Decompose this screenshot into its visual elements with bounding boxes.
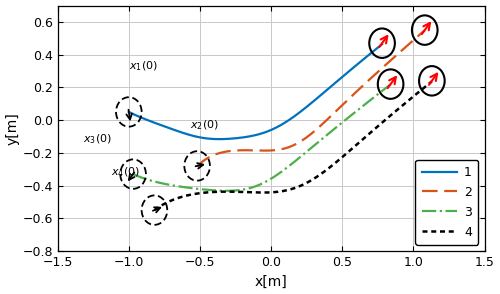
Text: $x_2(0)$: $x_2(0)$: [190, 118, 218, 131]
4: [403, 101, 409, 104]
Line: 4: 4: [154, 81, 432, 210]
3: [288, 162, 294, 166]
X-axis label: x[m]: x[m]: [254, 274, 288, 288]
1: [278, 123, 283, 127]
4: [152, 208, 158, 211]
Line: 1: 1: [129, 44, 382, 139]
4: [316, 173, 322, 177]
1: [379, 42, 385, 46]
3: [284, 166, 290, 170]
2: [334, 109, 340, 113]
Legend: 1, 2, 3, 4: 1, 2, 3, 4: [416, 160, 478, 245]
4: [429, 80, 435, 83]
Text: $x_1(0)$: $x_1(0)$: [128, 59, 158, 73]
1: [340, 74, 346, 78]
3: [364, 101, 370, 104]
2: [329, 113, 335, 117]
2: [194, 165, 200, 168]
3: [284, 166, 290, 169]
1: [276, 124, 282, 128]
3: [388, 83, 394, 86]
1: [126, 111, 132, 114]
4: [152, 208, 158, 212]
3: [131, 173, 137, 176]
Y-axis label: y[m]: y[m]: [6, 112, 20, 145]
Line: 2: 2: [197, 30, 425, 166]
1: [356, 61, 362, 65]
2: [330, 113, 336, 116]
Line: 3: 3: [133, 84, 390, 191]
1: [282, 121, 288, 125]
1: [216, 137, 222, 141]
Text: $x_4(0)$: $x_4(0)$: [112, 166, 140, 179]
2: [400, 47, 406, 51]
Text: $x_3(0)$: $x_3(0)$: [83, 133, 112, 146]
2: [386, 60, 392, 64]
1: [126, 110, 132, 114]
3: [130, 172, 136, 176]
4: [316, 174, 322, 177]
2: [422, 29, 428, 32]
4: [386, 116, 392, 119]
2: [195, 164, 201, 168]
4: [321, 170, 327, 173]
3: [224, 189, 230, 193]
3: [348, 114, 354, 117]
